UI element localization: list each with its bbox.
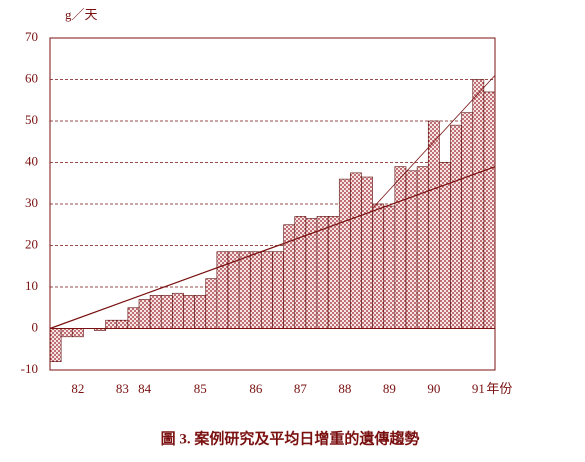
bar	[138, 299, 151, 329]
bar	[194, 294, 207, 329]
bar	[238, 251, 251, 329]
bar	[450, 124, 462, 329]
x-tick-label: 86	[249, 381, 263, 396]
bar	[60, 328, 73, 338]
bar	[372, 203, 385, 329]
x-tick-label: 91	[472, 381, 485, 396]
bar	[49, 328, 62, 363]
bar	[338, 178, 351, 329]
bar	[294, 216, 307, 329]
bar	[105, 319, 118, 329]
bar	[439, 162, 451, 329]
y-tick-label: 20	[25, 236, 38, 251]
y-tick-label: 0	[32, 319, 39, 334]
y-tick-label: -10	[21, 361, 38, 376]
bar	[316, 216, 329, 329]
bar	[172, 292, 184, 329]
y-tick-label: 50	[25, 112, 38, 127]
bar	[483, 91, 496, 329]
bar	[327, 216, 340, 329]
bar	[272, 251, 284, 329]
y-tick-label: 10	[25, 278, 38, 293]
y-tick-label: 60	[25, 70, 38, 85]
bar	[216, 251, 229, 329]
bar	[361, 176, 373, 329]
bar	[394, 166, 407, 329]
bar	[461, 112, 474, 329]
bar	[149, 294, 162, 329]
chart-title: 圖 3. 案例研究及平均日增重的遺傳趨勢	[161, 429, 420, 447]
bar	[160, 294, 173, 329]
bar	[383, 205, 396, 329]
bar	[116, 319, 129, 329]
y-tick-label: 40	[25, 153, 38, 168]
bar	[427, 120, 440, 329]
y-tick-label: 30	[25, 195, 38, 210]
bar	[350, 172, 362, 329]
bar	[472, 79, 485, 329]
x-tick-label: 90	[427, 381, 440, 396]
y-axis-label: g／天	[65, 7, 98, 22]
x-axis-label: 年份	[486, 381, 512, 396]
trend-line	[49, 166, 496, 330]
x-tick-label: 87	[294, 381, 308, 396]
x-tick-label: 88	[338, 381, 351, 396]
plot-frame	[49, 37, 496, 371]
x-tick-label: 85	[194, 381, 207, 396]
bar	[249, 251, 262, 329]
bar	[183, 294, 195, 329]
x-tick-label: 82	[71, 381, 84, 396]
bar	[127, 307, 140, 329]
bar	[71, 328, 84, 338]
x-tick-label: 84	[138, 381, 152, 396]
bar	[205, 278, 218, 329]
x-tick-label: 83	[116, 381, 129, 396]
trend-line	[372, 75, 496, 209]
bar	[261, 251, 273, 329]
y-tick-label: 70	[25, 29, 38, 44]
x-tick-label: 89	[383, 381, 396, 396]
bar	[405, 170, 418, 329]
